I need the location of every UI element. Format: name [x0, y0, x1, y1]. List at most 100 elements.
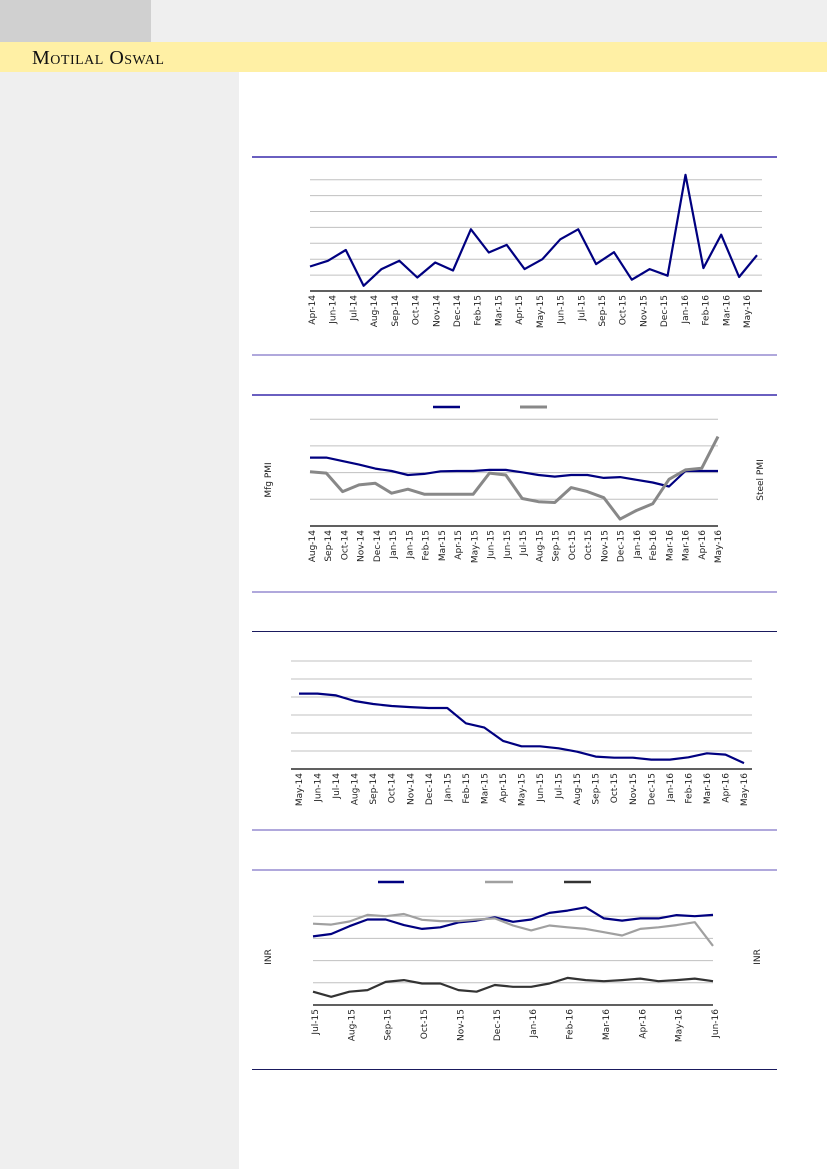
- x-tick-label: Oct-15: [619, 295, 629, 325]
- x-tick-label: Jul-15: [555, 773, 565, 800]
- x-tick-label: Dec-15: [493, 1009, 503, 1041]
- x-tick-label: Jan-16: [666, 773, 676, 803]
- x-tick-label: Jan-15: [389, 530, 399, 560]
- x-tick-label: Nov-15: [456, 1009, 466, 1041]
- series-line-1: [299, 692, 745, 765]
- x-tick-label: Nov-15: [600, 530, 610, 562]
- x-tick-label: Jun-15: [557, 295, 567, 325]
- x-tick-label: Jun-15: [536, 773, 546, 803]
- x-tick-label: Aug-15: [535, 530, 545, 562]
- x-tick-label: Aug-14: [351, 773, 361, 806]
- x-tick-label: Apr-15: [454, 530, 464, 560]
- x-tick-label: Jul-15: [519, 530, 529, 557]
- x-tick-label: Sep-15: [592, 773, 602, 805]
- x-tick-label: Jul-14: [332, 773, 342, 800]
- x-tick-label: Apr-16: [698, 530, 708, 560]
- x-tick-label: Sep-15: [598, 295, 608, 327]
- x-tick-label: Feb-16: [649, 530, 659, 561]
- x-tick-label: Oct-15: [420, 1009, 430, 1039]
- x-tick-label: Jun-16: [711, 1009, 721, 1039]
- x-tick-label: Sep-15: [384, 1009, 394, 1041]
- x-tick-label: Aug-14: [308, 530, 318, 563]
- chart-3: May-14 Jun-14 Jul-14 Aug-14 Sep-14 Oct-14 Nov-…: [291, 660, 752, 806]
- series-line-1: [310, 456, 718, 488]
- x-tick-label: Dec-14: [425, 773, 435, 805]
- x-tick-label: Jul-14: [349, 295, 359, 322]
- x-tick-label: Oct-15: [610, 773, 620, 803]
- exhibit-top-rule: [252, 156, 777, 158]
- x-tick-label: Sep-14: [324, 530, 334, 562]
- x-tick-label: Jan-15: [443, 773, 453, 803]
- exhibit-top-rule: [252, 869, 777, 871]
- header-right-block: [151, 0, 827, 42]
- x-tick-label: Aug-15: [573, 773, 583, 805]
- x-tick-label: Apr-15: [499, 773, 509, 803]
- y-axis-label-right: Steel PMI: [756, 459, 766, 501]
- x-tick-label: Oct-15: [568, 530, 578, 560]
- x-tick-label: Jul-15: [311, 1009, 321, 1036]
- x-tick-label: Mar-15: [438, 530, 448, 561]
- x-tick-label: Dec-14: [453, 295, 463, 327]
- y-axis-label-left: INR: [264, 949, 274, 965]
- x-tick-label: Jun-14: [314, 773, 324, 803]
- x-tick-label: Apr-16: [721, 773, 731, 803]
- x-tick-label: May-16: [714, 530, 724, 563]
- x-tick-label: Oct-14: [388, 773, 398, 804]
- brand-logo: Motilal Oswal: [32, 47, 165, 69]
- x-tick-label: May-16: [740, 773, 750, 806]
- x-tick-label: Nov-15: [639, 295, 649, 327]
- x-tick-label: Nov-14: [357, 530, 367, 562]
- x-tick-label: Apr-16: [638, 1009, 648, 1039]
- x-tick-label: May-14: [295, 773, 305, 806]
- x-tick-label: Dec-15: [617, 530, 627, 562]
- chart-2: Aug-14 Sep-14 Oct-14 Nov-14 Dec-14 Jan-15 Jan-…: [264, 405, 766, 563]
- x-tick-label: Oct-14: [412, 295, 422, 326]
- x-tick-label: May-15: [470, 530, 480, 563]
- x-tick-label: Feb-15: [462, 773, 472, 804]
- x-tick-label: Jul-15: [577, 295, 587, 322]
- exhibit-bottom-rule: [252, 354, 777, 356]
- x-tick-label: May-15: [518, 773, 528, 806]
- chart-4: Jul-15 Aug-15 Sep-15 Oct-15 Nov-15 Dec-15 Jan-…: [264, 880, 763, 1042]
- exhibit-bottom-rule: [252, 1069, 777, 1070]
- x-tick-label: Feb-16: [702, 295, 712, 326]
- x-tick-label: Apr-14: [308, 295, 318, 325]
- y-axis-label-left: Mfg PMI: [264, 462, 274, 497]
- x-tick-label: Mar-15: [494, 295, 504, 326]
- x-tick-label: Jun-15: [487, 530, 497, 560]
- x-tick-label: Sep-14: [369, 773, 379, 805]
- x-tick-label: Sep-14: [391, 295, 401, 327]
- exhibit-top-rule: [252, 394, 777, 396]
- left-sidebar: [0, 72, 239, 1169]
- header-left-block: [0, 0, 151, 42]
- x-tick-label: Jan-15: [405, 530, 415, 560]
- x-tick-label: Dec-15: [660, 295, 670, 327]
- series-line-2: [312, 912, 714, 947]
- exhibit-bottom-rule: [252, 591, 777, 593]
- x-tick-label: Apr-15: [515, 295, 525, 325]
- x-tick-label: Mar-16: [722, 295, 732, 326]
- series-line-1: [312, 906, 714, 938]
- x-tick-label: Mar-16: [665, 530, 675, 561]
- x-tick-label: Feb-16: [566, 1009, 576, 1040]
- x-tick-label: Feb-15: [474, 295, 484, 326]
- chart-1: Apr-14 Jun-14 Jul-14 Aug-14 Sep-14 Oct-14 Nov-…: [308, 173, 762, 328]
- x-tick-label: Jan-16: [529, 1009, 539, 1039]
- x-tick-label: Jan-16: [633, 530, 643, 560]
- x-tick-label: May-15: [536, 295, 546, 328]
- x-tick-label: Aug-15: [347, 1009, 357, 1041]
- x-tick-label: Jun-14: [329, 295, 339, 325]
- x-tick-label: Jan-16: [681, 295, 691, 325]
- brand-band: [0, 42, 827, 72]
- x-tick-label: Sep-15: [552, 530, 562, 562]
- exhibit-bottom-rule: [252, 829, 777, 831]
- x-tick-label: Mar-16: [703, 773, 713, 804]
- x-tick-label: Dec-15: [647, 773, 657, 805]
- x-tick-label: Oct-14: [340, 530, 350, 561]
- x-tick-label: May-16: [743, 295, 753, 328]
- series-line-3: [312, 976, 714, 998]
- x-tick-label: Nov-14: [432, 295, 442, 327]
- x-tick-label: Mar-15: [480, 773, 490, 804]
- x-tick-label: Dec-14: [373, 530, 383, 562]
